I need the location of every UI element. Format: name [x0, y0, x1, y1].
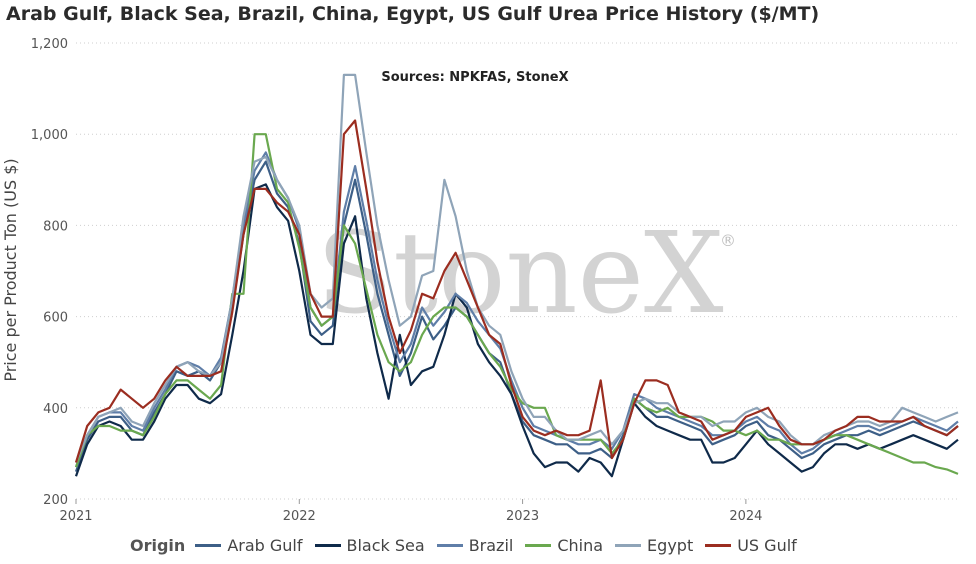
legend-item-brazil: Brazil: [436, 536, 514, 555]
legend: Origin Arab Gulf Black Sea Brazil China Egyp…: [130, 536, 809, 555]
x-tick-label: 2022: [283, 509, 316, 524]
legend-title: Origin: [130, 536, 186, 555]
y-tick-label: 1,000: [31, 128, 68, 143]
legend-items: Arab Gulf Black Sea Brazil China Egypt US Gul…: [195, 536, 808, 555]
y-tick-label: 1,200: [31, 37, 68, 52]
x-tick-label: 2024: [729, 509, 762, 524]
legend-swatch: [615, 544, 642, 547]
x-axis-ticks: 2021 2022 2023 2024: [59, 499, 762, 524]
series-lines: [74, 73, 959, 478]
legend-label: Black Sea: [346, 536, 425, 555]
legend-swatch: [314, 544, 341, 547]
chart-subtitle: Sources: NPKFAS, StoneX: [381, 70, 568, 85]
series-line-black-sea: [74, 183, 959, 478]
x-tick-label: 2023: [506, 509, 539, 524]
legend-label: Egypt: [647, 536, 694, 555]
y-axis-label: Price per Product Ton (US $): [1, 158, 20, 381]
legend-item-egypt: Egypt: [615, 536, 693, 555]
legend-swatch: [195, 544, 222, 547]
y-axis-ticks: 200 400 600 800 1,000 1,200: [31, 37, 68, 508]
legend-label: US Gulf: [737, 536, 797, 555]
y-tick-label: 600: [43, 311, 68, 326]
y-tick-label: 200: [43, 493, 68, 508]
legend-label: Arab Gulf: [227, 536, 303, 555]
series-line-us-gulf: [74, 119, 959, 463]
legend-item-arab-gulf: Arab Gulf: [195, 536, 303, 555]
watermark-registered-mark: ®: [720, 231, 736, 250]
y-tick-label: 800: [43, 219, 68, 234]
chart-title: Arab Gulf, Black Sea, Brazil, China, Egy…: [6, 3, 820, 25]
y-tick-label: 400: [43, 402, 68, 417]
legend-item-us-gulf: US Gulf: [705, 536, 797, 555]
legend-item-china: China: [525, 536, 603, 555]
legend-item-black-sea: Black Sea: [314, 536, 425, 555]
legend-swatch: [436, 544, 463, 547]
legend-label: China: [557, 536, 604, 555]
legend-label: Brazil: [468, 536, 514, 555]
legend-swatch: [525, 544, 552, 547]
legend-swatch: [705, 544, 732, 547]
x-tick-label: 2021: [59, 509, 92, 524]
